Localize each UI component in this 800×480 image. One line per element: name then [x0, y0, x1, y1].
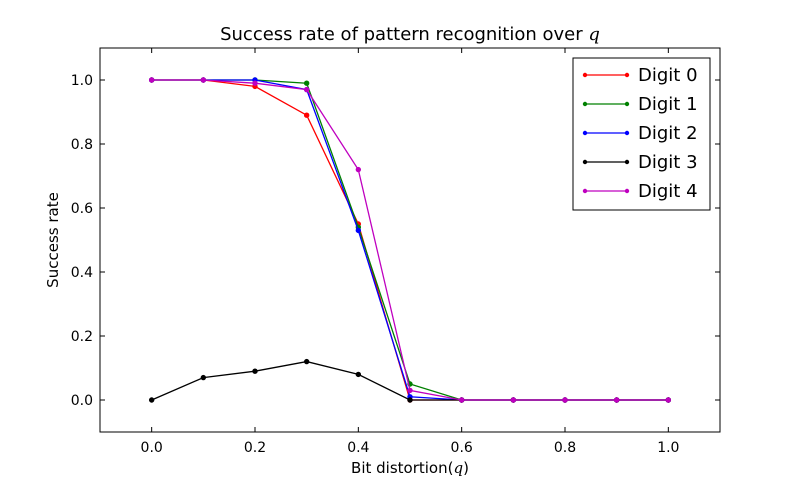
x-tick-label: 0.8 — [554, 440, 576, 456]
data-point — [303, 80, 310, 86]
data-point — [510, 397, 517, 403]
y-tick-label: 0.6 — [71, 201, 93, 217]
chart-title: Success rate of pattern recognition over… — [220, 24, 600, 45]
data-point — [407, 387, 413, 394]
legend-label: Digit 1 — [638, 94, 698, 115]
x-tick-label: 0.6 — [451, 440, 473, 456]
legend-label: Digit 3 — [638, 152, 698, 173]
data-point — [562, 397, 568, 403]
legend-marker — [582, 72, 588, 78]
data-point — [148, 77, 155, 83]
legend-item: Digit 1 — [582, 94, 698, 115]
legend: Digit 0 Digit 1 Digit 2 Digit 3 Digit 4 — [572, 57, 711, 211]
y-tick-label: 1.0 — [71, 73, 93, 89]
axes-frame — [99, 47, 721, 433]
legend-marker — [624, 159, 630, 165]
x-tick-label: 0.4 — [347, 440, 369, 456]
legend-marker — [582, 101, 588, 107]
legend-marker — [582, 159, 588, 165]
axis-ticks: 0.0 0.2 0.4 0.6 0.8 1.0 0.0 0.2 0.4 0.6 0.8 1.0 — [71, 48, 720, 456]
legend-item: Digit 0 — [582, 65, 698, 86]
legend-marker — [624, 72, 630, 78]
plot-area: 0.0 0.2 0.4 0.6 0.8 1.0 0.0 0.2 0.4 0.6 0.8 1.0 — [71, 47, 721, 456]
data-point — [355, 166, 362, 173]
legend-frame — [572, 57, 711, 211]
data-point — [303, 112, 310, 118]
x-tick-label: 0.2 — [244, 440, 266, 456]
y-tick-label: 0.8 — [71, 137, 93, 153]
x-tick-label: 0.0 — [141, 440, 163, 456]
data-point — [252, 368, 258, 374]
legend-item: Digit 2 — [582, 123, 698, 144]
legend-label: Digit 2 — [638, 123, 698, 144]
data-point — [355, 227, 362, 234]
y-tick-label: 0.0 — [71, 393, 93, 409]
x-axis-label: Bit distortion(q) — [351, 459, 469, 477]
legend-item: Digit 4 — [582, 181, 698, 202]
legend-marker — [582, 188, 588, 194]
series-4 — [148, 77, 672, 403]
series-group — [148, 77, 672, 403]
data-point — [613, 397, 620, 403]
legend-label: Digit 0 — [638, 65, 698, 86]
data-point — [407, 397, 413, 403]
legend-marker — [624, 188, 630, 194]
data-point — [458, 397, 465, 403]
x-tick-label: 1.0 — [657, 440, 679, 456]
y-axis-label: Success rate — [44, 192, 62, 288]
data-point — [200, 77, 207, 83]
y-tick-label: 0.4 — [71, 265, 93, 281]
legend-marker — [624, 101, 630, 107]
data-point — [148, 397, 155, 403]
data-point — [665, 397, 672, 403]
data-point — [303, 86, 310, 93]
y-tick-label: 0.2 — [71, 329, 93, 345]
legend-item: Digit 3 — [582, 152, 698, 173]
data-point — [355, 371, 362, 378]
legend-marker — [582, 130, 588, 136]
legend-marker — [624, 130, 630, 136]
data-point — [303, 358, 310, 365]
data-point — [200, 374, 207, 381]
legend-label: Digit 4 — [638, 181, 698, 202]
data-point — [252, 80, 258, 86]
